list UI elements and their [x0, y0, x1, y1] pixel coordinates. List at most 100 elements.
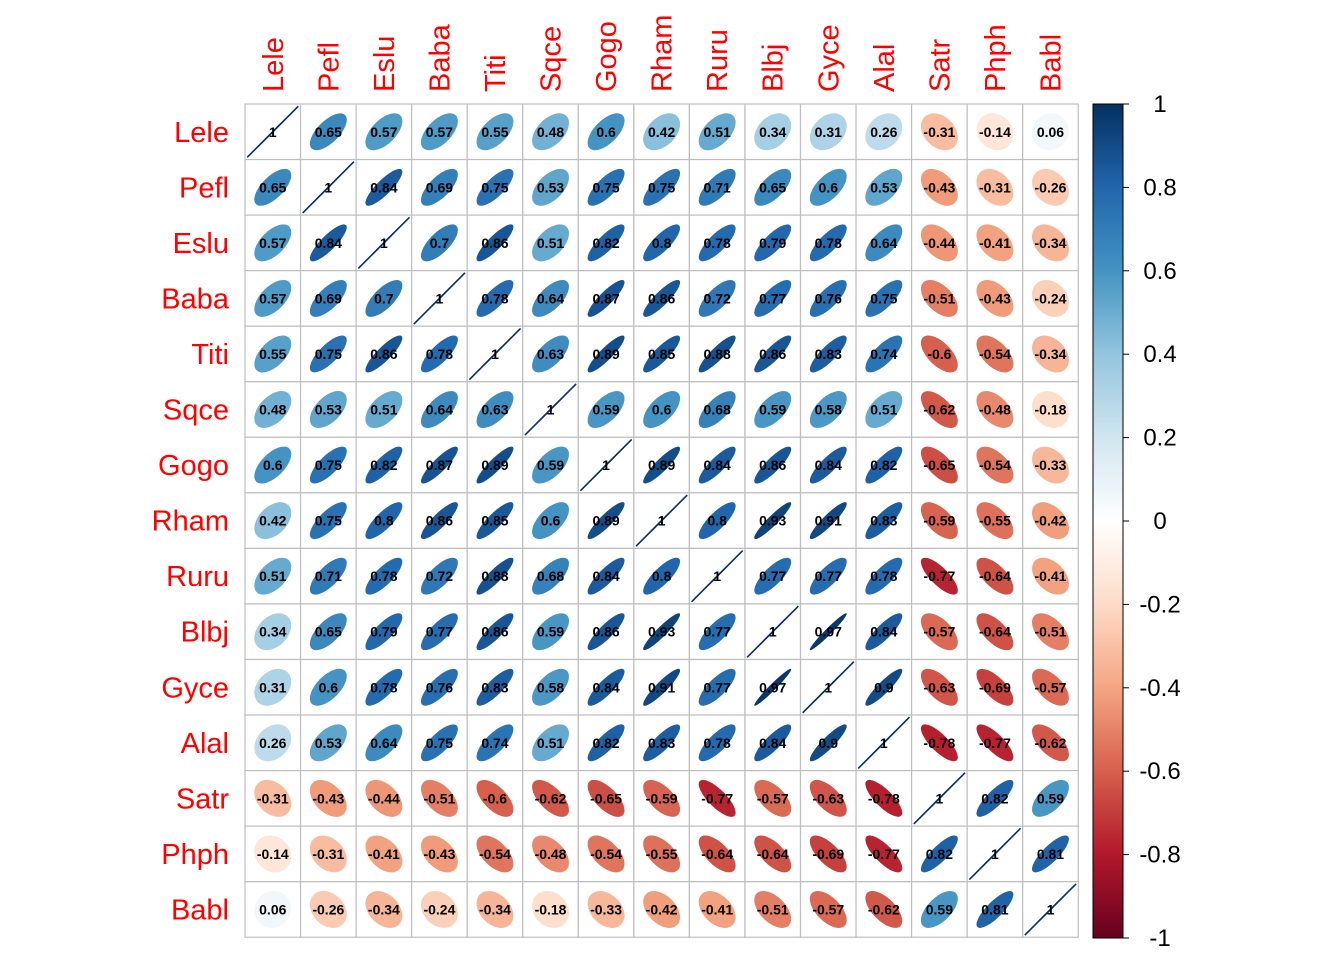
cell-value-label: 0.55 — [259, 346, 286, 362]
correlation-ellipse — [865, 502, 903, 540]
diagonal-line — [1024, 883, 1077, 936]
cell-value-label: -0.42 — [1035, 513, 1067, 529]
cell-value-label: 0.64 — [426, 402, 453, 418]
diagonal-line — [857, 716, 910, 769]
cell-value-label: -0.64 — [979, 568, 1011, 584]
cell-value-label: 0.82 — [592, 235, 619, 251]
column-label: Lele — [258, 37, 290, 92]
cell-value-label: 0.34 — [259, 624, 286, 640]
correlation-ellipse — [587, 724, 625, 762]
correlation-ellipse — [976, 724, 1014, 762]
colorbar-tick-label: -1 — [1149, 925, 1170, 952]
correlation-ellipse — [754, 779, 792, 817]
correlation-ellipse — [532, 224, 569, 262]
correlation-ellipse — [476, 724, 514, 762]
cell-value-label: -0.31 — [257, 790, 289, 806]
correlation-ellipse — [643, 613, 681, 651]
correlation-ellipse — [420, 724, 458, 762]
correlation-ellipse — [754, 168, 792, 206]
row-label: Rham — [152, 506, 229, 538]
correlation-ellipse — [809, 168, 847, 206]
correlation-ellipse — [976, 668, 1014, 706]
correlation-ellipse — [420, 779, 458, 817]
cell-value-label: 0.82 — [592, 735, 619, 751]
correlation-ellipse — [309, 446, 347, 484]
correlation-ellipse — [254, 168, 292, 206]
cell-value-label: 0.57 — [259, 235, 286, 251]
cell-value-label: 1 — [269, 124, 277, 140]
cell-value-label: 0.78 — [481, 290, 508, 306]
cell-value-label: 0.59 — [1037, 790, 1064, 806]
cell-value-label: -0.24 — [1035, 290, 1067, 306]
diagonal-line — [579, 438, 633, 492]
cell-value-label: -0.63 — [923, 679, 955, 695]
cell-value-label: 0.53 — [537, 179, 564, 195]
cell-value-label: 0.59 — [537, 457, 564, 473]
diagonal-line — [635, 494, 688, 547]
cell-value-label: -0.31 — [923, 124, 955, 140]
cell-value-label: 1 — [824, 679, 832, 695]
cell-value-label: 0.59 — [926, 901, 953, 917]
correlation-ellipse — [587, 891, 625, 928]
correlation-ellipse — [754, 891, 792, 928]
cell-value-label: -0.43 — [312, 790, 344, 806]
correlation-ellipse — [976, 391, 1014, 428]
correlation-ellipse — [976, 446, 1014, 484]
correlation-ellipse — [865, 891, 903, 928]
correlation-ellipse — [309, 724, 347, 762]
grid-cell — [966, 714, 1024, 772]
column-label: Sqce — [536, 26, 568, 92]
cell-value-label: 0.87 — [426, 457, 453, 473]
cell-value-label: -0.18 — [1035, 402, 1067, 418]
cell-value-label: -0.34 — [1035, 235, 1067, 251]
grid-cell — [577, 158, 635, 216]
column-label: Baba — [424, 23, 456, 92]
correlation-ellipse — [587, 113, 625, 151]
cell-value-label: -0.43 — [923, 179, 955, 195]
cell-value-label: 0.59 — [592, 402, 619, 418]
correlation-ellipse — [532, 502, 569, 540]
correlation-ellipse — [309, 779, 347, 817]
correlation-ellipse — [365, 446, 403, 484]
correlation-ellipse — [1032, 502, 1069, 540]
correlation-ellipse — [976, 113, 1014, 151]
colorbar-tick-label: 0.4 — [1143, 341, 1176, 368]
colorbar-tick-label: 0.8 — [1143, 174, 1176, 201]
cell-value-label: -0.14 — [257, 846, 289, 862]
correlation-ellipse — [365, 891, 403, 928]
cell-value-label: 0.63 — [481, 402, 508, 418]
correlation-ellipse — [643, 446, 681, 484]
cell-value-label: -0.64 — [701, 846, 733, 862]
correlation-ellipse — [420, 891, 458, 928]
cell-value-label: 0.77 — [426, 624, 453, 640]
correlation-ellipse — [476, 168, 514, 206]
correlation-ellipse — [254, 891, 292, 928]
cell-value-label: -0.59 — [923, 513, 955, 529]
correlation-ellipse — [1032, 557, 1069, 595]
cell-value-label: 0.68 — [537, 568, 564, 584]
column-label: Gyce — [813, 24, 845, 92]
correlation-ellipse — [309, 835, 347, 873]
correlation-ellipse — [420, 668, 458, 706]
correlation-ellipse — [698, 224, 736, 262]
cell-value-label: 0.06 — [1037, 124, 1064, 140]
cell-value-label: 0.79 — [759, 235, 786, 251]
correlation-ellipse — [420, 168, 458, 206]
correlation-ellipse — [865, 779, 903, 817]
row-label: Babl — [171, 894, 229, 926]
cell-value-label: 0.65 — [315, 124, 342, 140]
correlation-ellipse — [587, 391, 625, 428]
cell-value-label: 0.77 — [759, 290, 786, 306]
cell-value-label: 1 — [380, 235, 388, 251]
correlation-ellipse — [754, 335, 792, 373]
correlation-ellipse — [698, 724, 736, 762]
correlation-ellipse — [254, 557, 292, 595]
correlation-ellipse — [809, 557, 847, 595]
cell-value-label: 0.31 — [815, 124, 842, 140]
correlation-ellipse — [809, 224, 847, 262]
cell-value-label: 0.78 — [704, 735, 731, 751]
correlation-ellipse — [976, 224, 1014, 262]
cell-value-label: 0.65 — [315, 624, 342, 640]
cell-value-label: 0.84 — [870, 624, 897, 640]
cell-value-label: -0.78 — [868, 790, 900, 806]
